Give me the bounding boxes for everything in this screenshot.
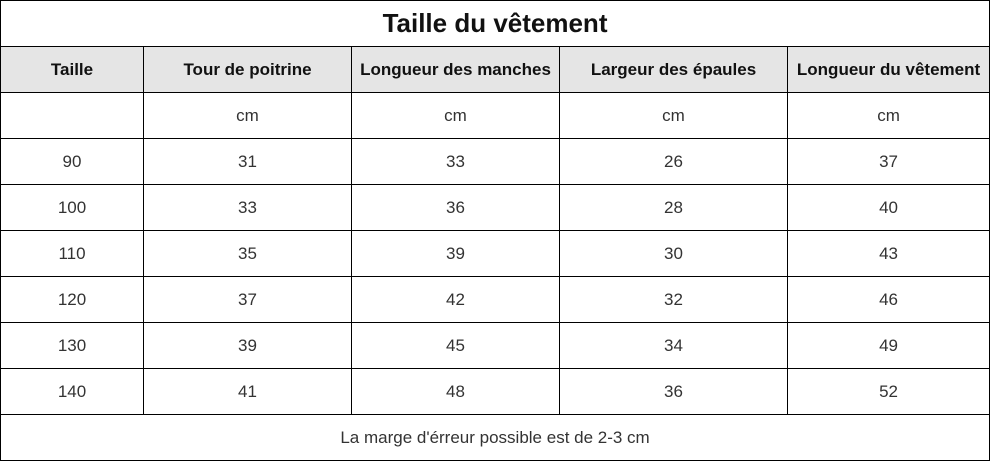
- cell-garment-length: 49: [786, 322, 991, 369]
- cell-garment-length: 52: [786, 368, 991, 415]
- cell-shoulder-width: 36: [559, 368, 788, 415]
- footer-row: La marge d'érreur possible est de 2-3 cm: [0, 414, 991, 461]
- table-row: 140 41 48 36 52: [0, 368, 991, 415]
- table-row: 130 39 45 34 49: [0, 322, 991, 369]
- unit-chest: cm: [143, 92, 352, 139]
- cell-sleeve-length: 48: [351, 368, 560, 415]
- cell-size: 140: [0, 368, 144, 415]
- cell-chest: 37: [143, 276, 352, 323]
- cell-garment-length: 43: [786, 230, 991, 277]
- table-row: 100 33 36 28 40: [0, 184, 991, 231]
- cell-chest: 35: [143, 230, 352, 277]
- cell-size: 110: [0, 230, 144, 277]
- cell-shoulder-width: 26: [559, 138, 788, 185]
- unit-row: cm cm cm cm: [0, 92, 991, 139]
- unit-sleeve-length: cm: [351, 92, 560, 139]
- cell-size: 90: [0, 138, 144, 185]
- cell-shoulder-width: 32: [559, 276, 788, 323]
- header-sleeve-length: Longueur des manches: [351, 46, 560, 93]
- cell-chest: 41: [143, 368, 352, 415]
- table-row: 110 35 39 30 43: [0, 230, 991, 277]
- cell-sleeve-length: 42: [351, 276, 560, 323]
- cell-sleeve-length: 39: [351, 230, 560, 277]
- cell-garment-length: 37: [786, 138, 991, 185]
- table-row: 120 37 42 32 46: [0, 276, 991, 323]
- table-row: 90 31 33 26 37: [0, 138, 991, 185]
- unit-shoulder-width: cm: [559, 92, 788, 139]
- header-garment-length: Longueur du vêtement: [786, 46, 991, 93]
- header-size: Taille: [0, 46, 144, 93]
- header-chest: Tour de poitrine: [143, 46, 352, 93]
- cell-size: 100: [0, 184, 144, 231]
- cell-shoulder-width: 34: [559, 322, 788, 369]
- table-title: Taille du vêtement: [0, 0, 991, 47]
- cell-garment-length: 40: [786, 184, 991, 231]
- unit-size: [0, 92, 144, 139]
- cell-chest: 39: [143, 322, 352, 369]
- cell-shoulder-width: 30: [559, 230, 788, 277]
- cell-sleeve-length: 36: [351, 184, 560, 231]
- header-row: Taille Tour de poitrine Longueur des man…: [0, 46, 991, 93]
- cell-size: 130: [0, 322, 144, 369]
- error-margin-note: La marge d'érreur possible est de 2-3 cm: [0, 414, 991, 461]
- cell-chest: 31: [143, 138, 352, 185]
- cell-sleeve-length: 45: [351, 322, 560, 369]
- header-shoulder-width: Largeur des épaules: [559, 46, 788, 93]
- cell-size: 120: [0, 276, 144, 323]
- title-row: Taille du vêtement: [0, 0, 991, 47]
- cell-shoulder-width: 28: [559, 184, 788, 231]
- cell-sleeve-length: 33: [351, 138, 560, 185]
- unit-garment-length: cm: [786, 92, 991, 139]
- cell-chest: 33: [143, 184, 352, 231]
- cell-garment-length: 46: [786, 276, 991, 323]
